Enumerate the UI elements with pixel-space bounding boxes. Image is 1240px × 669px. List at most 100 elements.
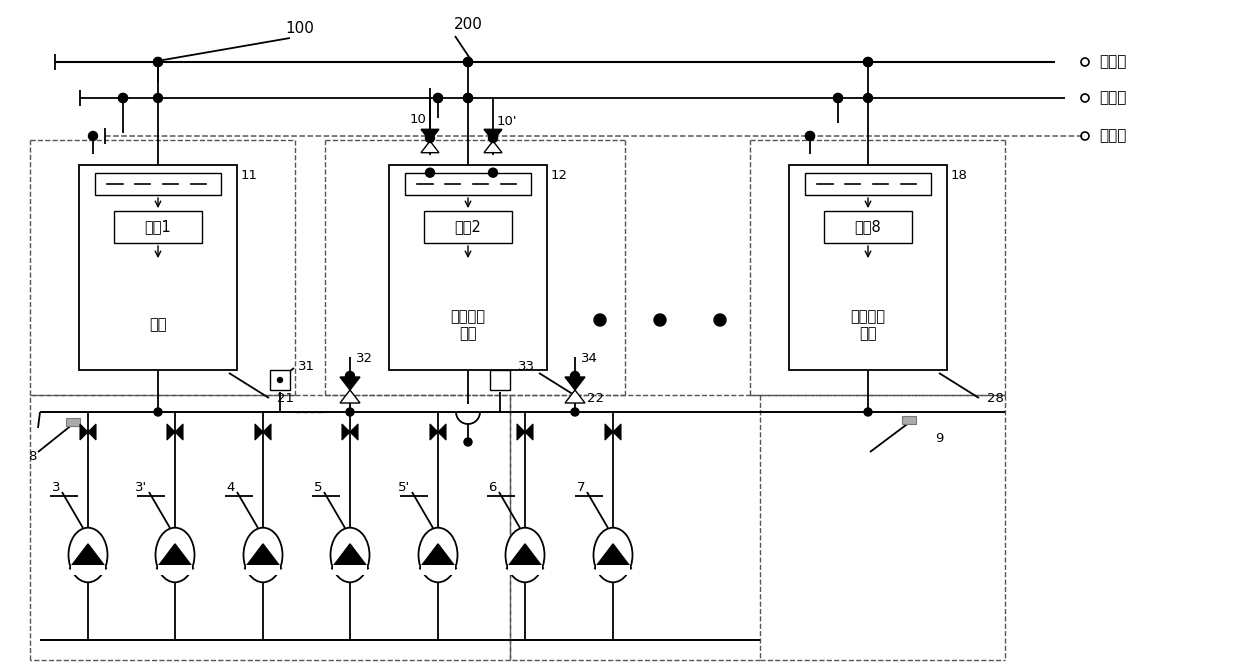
Circle shape: [864, 408, 872, 416]
Polygon shape: [605, 424, 613, 440]
Circle shape: [154, 58, 162, 66]
Bar: [424, 211, 512, 243]
Circle shape: [278, 377, 283, 383]
Polygon shape: [517, 424, 525, 440]
Text: 12: 12: [551, 169, 568, 182]
Circle shape: [489, 134, 497, 142]
Bar: [334, 565, 367, 575]
Text: 3: 3: [52, 480, 60, 494]
Circle shape: [154, 58, 162, 66]
Bar: [71, 565, 105, 575]
Text: 21: 21: [277, 391, 294, 405]
Text: 7: 7: [577, 480, 585, 494]
Text: 3': 3': [135, 480, 148, 494]
Circle shape: [425, 134, 434, 142]
Bar: [490, 370, 510, 390]
Circle shape: [154, 94, 162, 102]
Circle shape: [464, 58, 472, 66]
Circle shape: [653, 314, 666, 326]
Bar: [404, 173, 531, 195]
Bar: [805, 173, 931, 195]
Ellipse shape: [594, 528, 632, 582]
Polygon shape: [81, 424, 88, 440]
Polygon shape: [263, 424, 272, 440]
Ellipse shape: [243, 528, 283, 582]
Polygon shape: [156, 544, 193, 569]
Polygon shape: [175, 424, 184, 440]
Text: 18: 18: [951, 169, 968, 182]
Polygon shape: [342, 424, 350, 440]
Polygon shape: [244, 544, 281, 569]
Polygon shape: [422, 129, 439, 141]
Circle shape: [863, 58, 873, 66]
Ellipse shape: [155, 528, 195, 582]
Polygon shape: [340, 377, 360, 390]
Text: 6: 6: [489, 480, 497, 494]
Circle shape: [570, 371, 579, 381]
Circle shape: [434, 94, 443, 102]
Bar: [114, 211, 202, 243]
Bar: [901, 416, 916, 424]
Circle shape: [594, 314, 606, 326]
Text: 地址2: 地址2: [455, 219, 481, 235]
Text: 32: 32: [356, 351, 373, 365]
Text: 10: 10: [409, 112, 427, 126]
Polygon shape: [506, 544, 543, 569]
Ellipse shape: [418, 528, 458, 582]
Text: 8: 8: [27, 450, 36, 462]
Polygon shape: [438, 424, 446, 440]
Bar: [79, 165, 237, 370]
Text: 4: 4: [227, 480, 236, 494]
Bar: [789, 165, 947, 370]
Text: 去水箱: 去水箱: [1099, 128, 1126, 143]
Circle shape: [119, 94, 128, 102]
Circle shape: [119, 94, 128, 102]
Polygon shape: [484, 129, 502, 141]
Polygon shape: [484, 141, 502, 153]
Text: 11: 11: [241, 169, 258, 182]
Circle shape: [464, 94, 472, 102]
Text: 去埋管: 去埋管: [1099, 90, 1126, 106]
Circle shape: [346, 408, 353, 416]
Ellipse shape: [68, 528, 108, 582]
Polygon shape: [350, 424, 358, 440]
Circle shape: [833, 94, 842, 102]
Polygon shape: [419, 544, 456, 569]
Polygon shape: [69, 544, 107, 569]
Bar: [596, 565, 630, 575]
Bar: [247, 565, 280, 575]
Text: 200: 200: [454, 17, 482, 31]
Circle shape: [570, 408, 579, 416]
Bar: [159, 565, 192, 575]
Text: 9: 9: [935, 432, 944, 444]
Circle shape: [714, 314, 725, 326]
Polygon shape: [167, 424, 175, 440]
Polygon shape: [331, 544, 368, 569]
Text: 34: 34: [582, 351, 598, 365]
Text: 10': 10': [497, 114, 517, 128]
Circle shape: [863, 58, 873, 66]
Circle shape: [863, 94, 873, 102]
Circle shape: [464, 438, 472, 446]
Bar: [94, 173, 221, 195]
Circle shape: [425, 168, 434, 177]
Circle shape: [464, 94, 472, 102]
Circle shape: [434, 94, 443, 102]
Text: 地址8: 地址8: [854, 219, 882, 235]
Polygon shape: [255, 424, 263, 440]
Ellipse shape: [506, 528, 544, 582]
Polygon shape: [430, 424, 438, 440]
Text: 5': 5': [398, 480, 410, 494]
Text: 5: 5: [314, 480, 322, 494]
Circle shape: [88, 132, 98, 140]
Polygon shape: [525, 424, 533, 440]
Text: 31: 31: [298, 359, 315, 373]
Text: 33: 33: [518, 359, 534, 373]
Ellipse shape: [331, 528, 370, 582]
Circle shape: [833, 94, 842, 102]
Bar: [823, 211, 913, 243]
Circle shape: [154, 408, 162, 416]
Polygon shape: [565, 390, 585, 403]
Text: 100: 100: [285, 21, 315, 35]
Text: 去末端: 去末端: [1099, 54, 1126, 70]
